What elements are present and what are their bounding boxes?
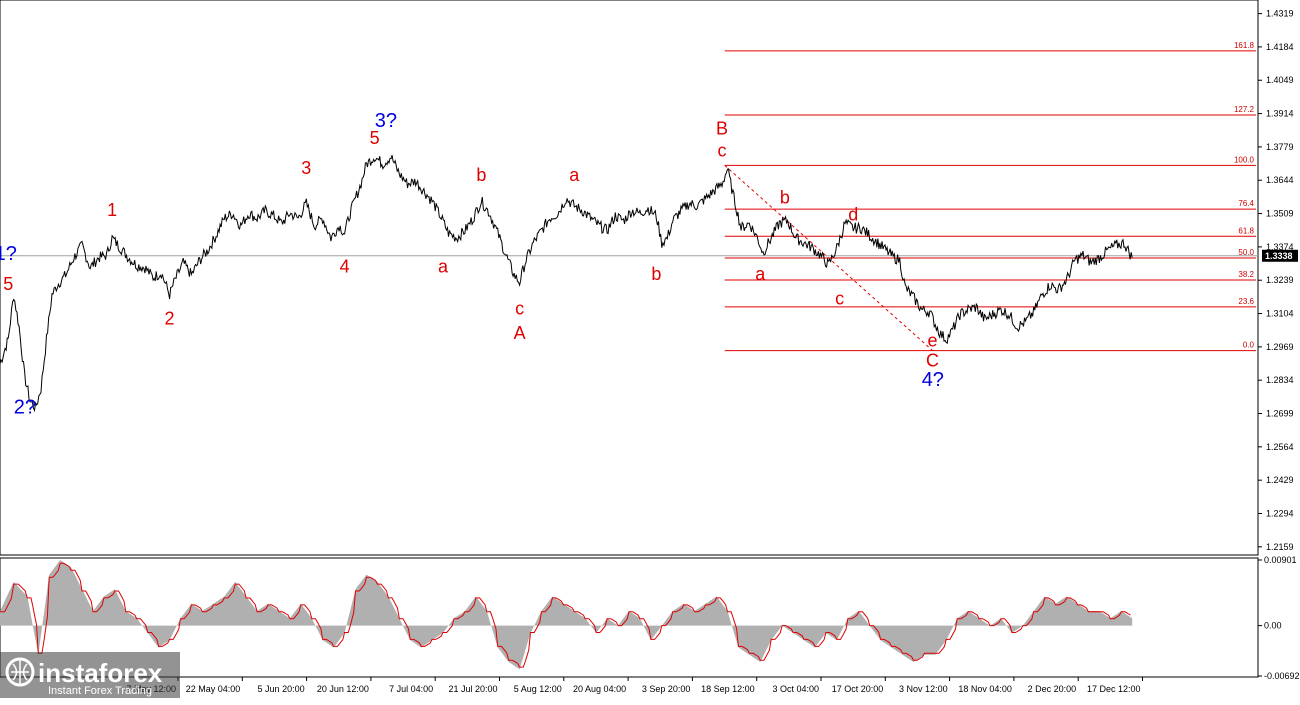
wave-label-red: e xyxy=(928,331,938,351)
logo-tagline: Instant Forex Trading xyxy=(48,685,152,697)
time-tick-label: 20 Jun 12:00 xyxy=(317,684,369,694)
price-tick-label: 1.3914 xyxy=(1266,109,1294,119)
price-tick-label: 1.3104 xyxy=(1266,309,1294,319)
wave-label-red: c xyxy=(835,289,844,309)
wave-label-red: 2 xyxy=(165,308,175,328)
oscillator xyxy=(0,560,1133,670)
wave-label-red: 5 xyxy=(3,274,13,294)
wave-label-blue: 4? xyxy=(922,369,944,391)
time-tick-label: 18 Sep 12:00 xyxy=(701,684,755,694)
price-tick-label: 1.3509 xyxy=(1266,209,1294,219)
fib-level-label: 50.0 xyxy=(1238,248,1254,257)
fib-level-label: 61.8 xyxy=(1238,226,1254,235)
oscillator-histogram xyxy=(0,560,1133,670)
current-price-box xyxy=(1262,249,1298,262)
price-tick-label: 1.4319 xyxy=(1266,9,1294,19)
price-axis: 1.4319 1.4184 1.4049 1.3914 1.3779 1.3644 1.35… xyxy=(1258,9,1294,552)
price-tick-label: 1.3779 xyxy=(1266,142,1294,152)
fib-level-label: 23.6 xyxy=(1238,297,1254,306)
time-tick-label: 22 May 04:00 xyxy=(186,684,241,694)
time-tick-label: 3 Oct 04:00 xyxy=(772,684,819,694)
current-price-marker: 1.3338 xyxy=(1262,249,1298,262)
price-tick-label: 1.3644 xyxy=(1266,175,1294,185)
wave-label-red: c xyxy=(717,141,726,161)
price-tick-label: 1.3374 xyxy=(1266,242,1294,252)
wave-label-red: 3 xyxy=(301,158,311,178)
time-tick-label: 3 Sep 20:00 xyxy=(642,684,691,694)
osc-tick-label: 0.00901 xyxy=(1264,555,1297,565)
trend-diagonal xyxy=(0,165,1258,351)
wave-label-red: a xyxy=(755,264,766,284)
price-series xyxy=(0,155,1133,413)
current-price-label: 1.3338 xyxy=(1265,251,1293,261)
time-tick-label: 17 Oct 20:00 xyxy=(832,684,884,694)
price-tick-label: 1.3239 xyxy=(1266,275,1294,285)
wave-label-red: C xyxy=(926,350,939,370)
price-tick-label: 1.4049 xyxy=(1266,75,1294,85)
wave-label-red: b xyxy=(651,264,661,284)
wave-label-red: 5 xyxy=(370,128,380,148)
price-panel-frame xyxy=(0,0,1259,556)
price-tick-label: 1.2429 xyxy=(1266,475,1294,485)
wave-label-red: d xyxy=(848,205,858,225)
fibonacci-retracement[interactable]: 161.8 127.2 100.0 76.4 61.8 50.0 38.2 23.6 0.0 xyxy=(724,41,1256,352)
fib-level-label: 0.0 xyxy=(1243,341,1255,350)
time-tick-label: 2 Dec 20:00 xyxy=(1028,684,1077,694)
fib-level-label: 161.8 xyxy=(1234,41,1255,50)
time-tick-label: 3 Nov 12:00 xyxy=(899,684,948,694)
price-tick-label: 1.2699 xyxy=(1266,409,1294,419)
time-tick-label: 7 Jul 04:00 xyxy=(389,684,433,694)
osc-tick-label: 0.00 xyxy=(1264,621,1282,631)
wave-label-red: B xyxy=(716,118,728,138)
wave-label-red: A xyxy=(514,323,526,343)
logo-name: instaforex xyxy=(38,658,163,688)
oscillator-signal-line xyxy=(0,562,1131,668)
wave-label-red: b xyxy=(476,165,486,185)
price-tick-label: 1.2159 xyxy=(1266,542,1294,552)
price-tick-label: 1.2564 xyxy=(1266,442,1294,452)
price-tick-label: 1.2969 xyxy=(1266,342,1294,352)
wave-label-blue: 2? xyxy=(14,396,36,418)
trend-diagonal-line xyxy=(724,165,933,351)
wave-label-red: a xyxy=(438,257,449,277)
fib-level-label: 38.2 xyxy=(1238,270,1254,279)
price-line xyxy=(0,155,1133,413)
fib-level-label: 100.0 xyxy=(1234,155,1255,164)
wave-label-blue: 3? xyxy=(375,110,397,132)
fib-level-label: 127.2 xyxy=(1234,105,1255,114)
price-tick-label: 1.2834 xyxy=(1266,375,1294,385)
oscillator-axis: 0.00901 0.00 -0.00692 xyxy=(1258,555,1300,681)
wave-label-red: c xyxy=(515,299,524,319)
wave-label-red: 1 xyxy=(107,200,117,220)
wave-label-blue: 1? xyxy=(0,243,17,265)
time-tick-label: 18 Nov 04:00 xyxy=(958,684,1012,694)
price-tick-label: 1.2294 xyxy=(1266,509,1294,519)
price-tick-label: 1.4184 xyxy=(1266,42,1294,52)
instaforex-logo: instaforex Instant Forex Trading xyxy=(0,652,180,698)
wave-label-red: a xyxy=(569,165,580,185)
osc-tick-label: -0.00692 xyxy=(1264,671,1300,681)
time-tick-label: 17 Dec 12:00 xyxy=(1087,684,1141,694)
time-tick-label: 5 Aug 12:00 xyxy=(514,684,562,694)
wave-label-red: 4 xyxy=(340,257,350,277)
fib-level-label: 76.4 xyxy=(1238,199,1254,208)
time-tick-label: 5 Jun 20:00 xyxy=(258,684,305,694)
time-tick-label: 21 Jul 20:00 xyxy=(448,684,497,694)
wave-label-red: b xyxy=(780,187,790,207)
time-tick-label: 20 Aug 04:00 xyxy=(573,684,626,694)
